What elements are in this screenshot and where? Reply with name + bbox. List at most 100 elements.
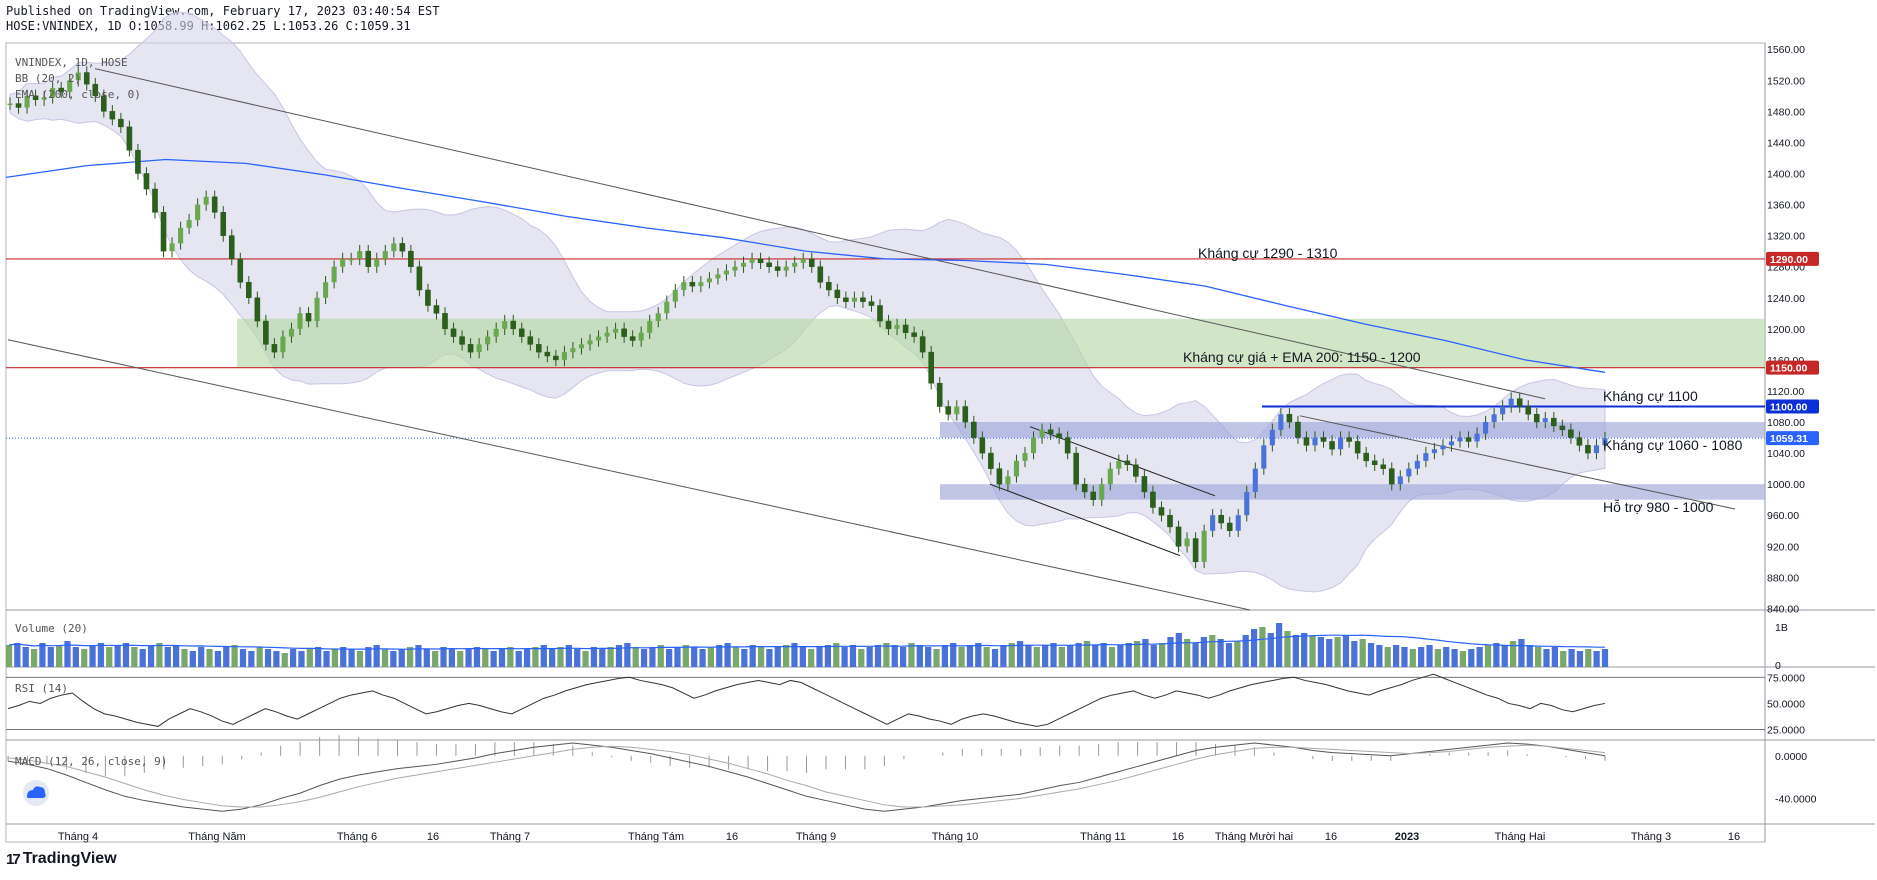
candle	[1388, 468, 1395, 485]
candle	[1320, 437, 1327, 442]
volume-bar	[1484, 645, 1492, 667]
price-level-label: 1059.31	[1770, 433, 1808, 445]
trend-line-short	[1299, 415, 1736, 510]
candle	[860, 297, 866, 302]
candle	[15, 103, 22, 108]
volume-bar	[1468, 649, 1475, 667]
candle	[783, 266, 789, 271]
cloud-icon[interactable]	[27, 786, 46, 798]
volume-bar	[231, 645, 238, 667]
candle	[843, 297, 849, 302]
candle	[518, 328, 525, 337]
candle	[1465, 437, 1472, 442]
candle	[135, 149, 141, 174]
volume-bar	[941, 645, 948, 667]
volume-bar	[1476, 647, 1483, 667]
candle	[1175, 526, 1182, 547]
volume-bar	[465, 649, 472, 667]
candle	[1124, 460, 1131, 466]
candle	[297, 313, 303, 329]
candle	[544, 351, 551, 357]
volume-bar	[206, 649, 213, 667]
rsi-tick-label: 75.0000	[1767, 672, 1805, 684]
candle	[1073, 452, 1079, 485]
candle	[604, 332, 610, 337]
candle	[485, 336, 491, 345]
candle	[1261, 445, 1267, 469]
time-axis-label: 16	[427, 831, 439, 843]
price-tick-label: 1480.00	[1767, 106, 1805, 118]
volume-bar	[782, 645, 790, 667]
candle	[280, 336, 286, 353]
wedge-line-lower	[989, 483, 1181, 557]
volume-bar	[674, 647, 681, 667]
candle	[757, 258, 764, 264]
volume-bar	[1133, 641, 1141, 667]
candle	[1346, 437, 1352, 442]
volume-bar	[1576, 651, 1584, 667]
candle	[32, 95, 39, 100]
candle	[314, 297, 320, 322]
candle	[902, 324, 909, 333]
volume-bar	[406, 647, 414, 667]
volume-bar	[1075, 643, 1082, 667]
price-tick-label: 1200.00	[1767, 324, 1805, 336]
volume-bar	[975, 643, 982, 667]
candle	[7, 103, 13, 106]
volume-bar	[691, 647, 698, 667]
volume-bar	[1159, 643, 1166, 667]
candle	[211, 196, 218, 213]
volume-bar	[1200, 637, 1208, 667]
volume-bar	[1292, 635, 1299, 667]
volume-bar	[841, 647, 848, 667]
candle	[425, 289, 431, 306]
brand-name: TradingView	[22, 850, 117, 867]
candle	[1559, 425, 1566, 431]
volume-bar	[173, 645, 180, 667]
candle	[459, 336, 465, 345]
candle	[510, 320, 517, 330]
candle	[723, 270, 730, 275]
candle	[894, 324, 900, 329]
candle	[681, 282, 687, 290]
volume-bar	[532, 647, 539, 667]
annotation-label: Kháng cự 1290 - 1310	[1198, 245, 1338, 261]
candle	[1602, 438, 1608, 446]
volume-bar	[540, 645, 547, 667]
price-level-label: 1150.00	[1770, 363, 1808, 375]
volume-bar	[1083, 641, 1091, 667]
volume-bar	[156, 643, 163, 667]
brand[interactable]: 17 TradingView	[6, 850, 117, 868]
volume-bar	[1535, 647, 1542, 667]
price-level-label: 1100.00	[1770, 402, 1808, 414]
volume-bar	[340, 647, 347, 667]
volume-bar	[1033, 647, 1040, 667]
candle	[1244, 491, 1250, 516]
candle	[1354, 441, 1361, 454]
volume-bar	[398, 649, 405, 667]
candle	[263, 320, 269, 345]
candle	[126, 126, 133, 151]
candle	[50, 88, 56, 98]
volume-bar	[523, 649, 531, 667]
volume-bar	[81, 649, 88, 667]
published-note: Published on TradingView.com, February 1…	[6, 4, 440, 18]
time-axis-label: Tháng 4	[58, 831, 98, 843]
candle	[868, 301, 875, 306]
volume-bar	[607, 647, 614, 667]
candle	[1397, 476, 1403, 485]
price-tick-label: 1440.00	[1767, 137, 1805, 149]
volume-bar	[1301, 633, 1308, 667]
time-axis-label: 16	[1325, 831, 1337, 843]
volume-bar	[1175, 633, 1182, 667]
volume-bar	[1526, 645, 1533, 667]
volume-bar	[1284, 631, 1291, 667]
candle	[740, 262, 747, 267]
candle	[476, 344, 482, 353]
candle	[1593, 445, 1600, 454]
candle	[58, 87, 64, 93]
price-tick-label: 1080.00	[1767, 417, 1805, 429]
price-tick-label: 1360.00	[1767, 200, 1805, 212]
candle	[382, 251, 388, 259]
